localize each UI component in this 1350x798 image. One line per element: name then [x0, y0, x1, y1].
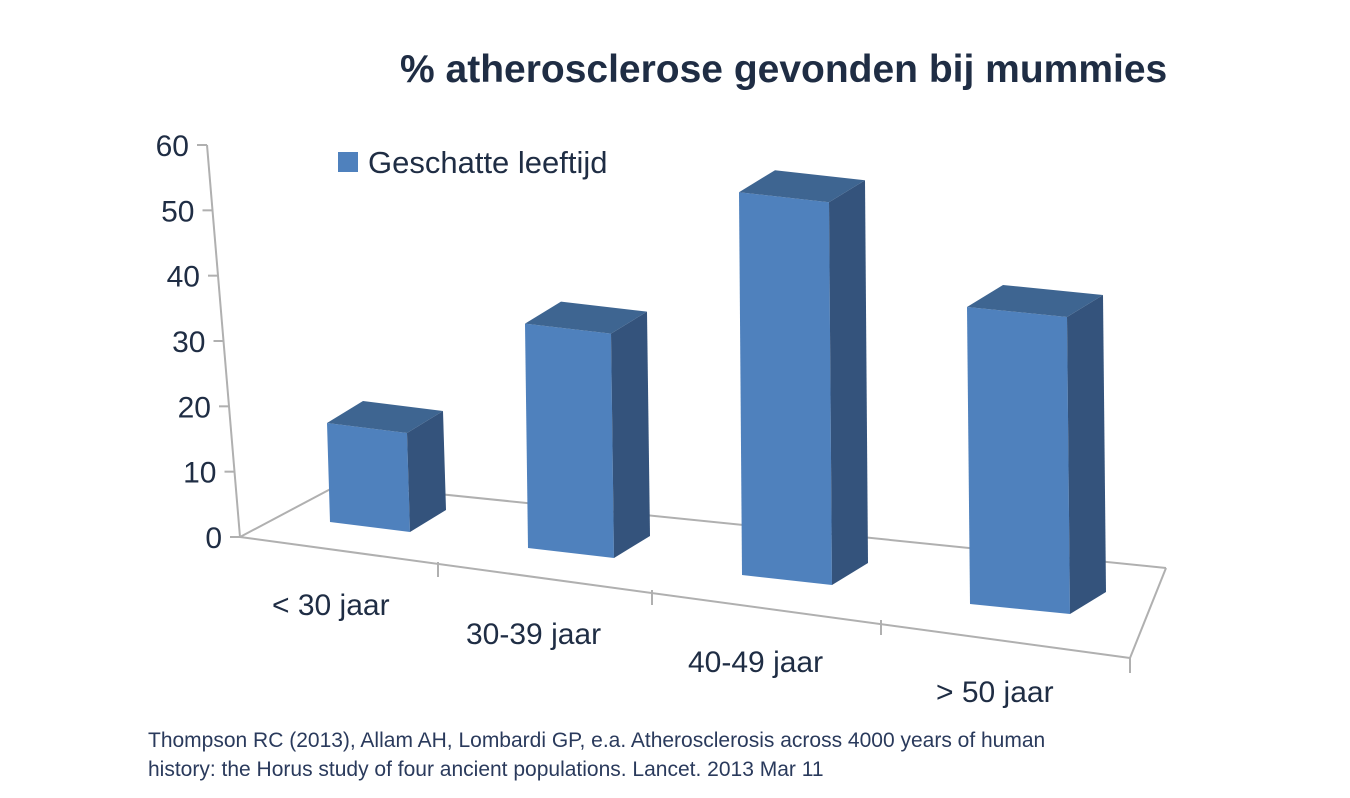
chart-title: % atherosclerose gevonden bij mummies [400, 48, 1168, 91]
bar [739, 170, 868, 585]
bar-side [1067, 295, 1106, 614]
bar [525, 301, 650, 558]
bar-side [829, 180, 868, 585]
bar-top [525, 301, 647, 334]
bar-front [525, 323, 614, 558]
y-tick-label: 60 [156, 130, 189, 163]
bar-front [739, 192, 832, 585]
x-tick-label: < 30 jaar [272, 589, 390, 622]
bar-top [967, 285, 1103, 317]
bar [967, 285, 1106, 614]
x-tick-label: 30-39 jaar [466, 618, 601, 651]
source-line-2: history: the Horus study of four ancient… [148, 758, 824, 781]
y-tick-label: 30 [172, 326, 205, 359]
legend-swatch [338, 152, 358, 172]
legend: Geschatte leeftijd [338, 145, 608, 180]
y-tick-label: 0 [205, 522, 222, 555]
x-axis-front-line [239, 536, 1131, 659]
source-line-1: Thompson RC (2013), Allam AH, Lombardi G… [148, 729, 1046, 752]
bar-front [327, 423, 410, 532]
bar-front [967, 307, 1070, 614]
x-tick-label: 40-49 jaar [688, 646, 823, 679]
bar-side [407, 411, 446, 532]
y-tick-label: 40 [167, 261, 200, 294]
legend-label: Geschatte leeftijd [368, 145, 608, 180]
y-tick-label: 10 [183, 457, 216, 490]
bars [327, 170, 1106, 614]
source-citation: Thompson RC (2013), Allam AH, Lombardi G… [148, 726, 1045, 784]
bar-top [327, 401, 443, 433]
y-tick-label: 20 [178, 391, 211, 424]
x-tick-label: > 50 jaar [936, 676, 1054, 709]
bar [327, 401, 446, 532]
bar-side [611, 311, 650, 558]
y-tick-label: 50 [161, 195, 194, 228]
floor-right-edge [1129, 567, 1167, 659]
bar-top [739, 170, 865, 203]
axes: 0 10 20 30 40 50 60 < 30 jaar 30-39 jaar 40-49 ja… [156, 130, 1167, 709]
floor-left-edge [239, 483, 341, 538]
